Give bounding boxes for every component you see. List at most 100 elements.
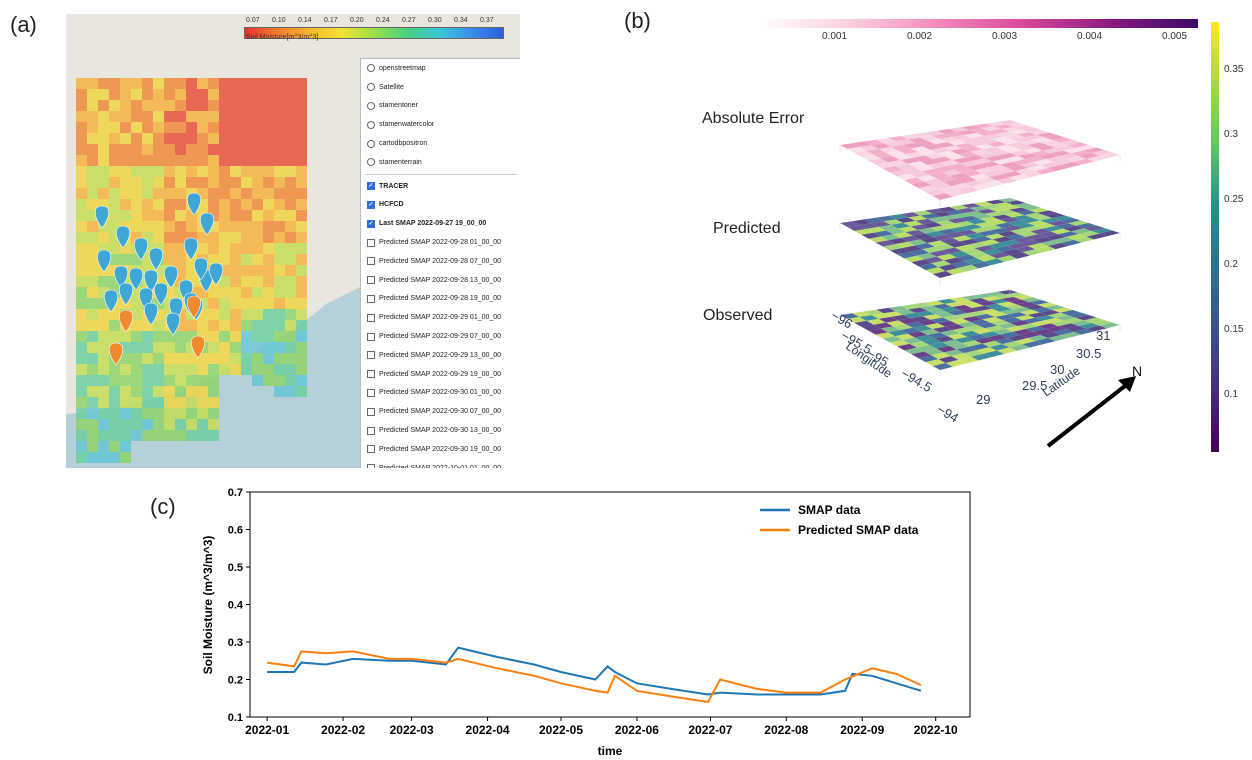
checkbox-icon[interactable] <box>367 313 375 322</box>
station-marker-icon[interactable] <box>108 342 124 366</box>
station-marker-icon[interactable] <box>118 282 134 306</box>
radio-icon[interactable] <box>367 83 375 92</box>
map-canvas[interactable] <box>66 14 520 468</box>
surface-cell <box>927 216 948 223</box>
base-layer-option[interactable]: openstreetmap <box>361 59 520 78</box>
surface-cell <box>893 232 913 239</box>
station-marker-icon[interactable] <box>143 302 159 326</box>
checkbox-icon[interactable] <box>367 388 375 397</box>
station-marker-icon[interactable] <box>199 212 215 236</box>
radio-icon[interactable] <box>367 139 375 148</box>
surface-cell <box>979 216 1000 222</box>
base-layer-option[interactable]: stamentoner <box>361 97 520 116</box>
moisture-cell <box>186 353 197 364</box>
checkbox-icon[interactable]: ✓ <box>367 219 375 228</box>
moisture-colorbar-tick: 0.1 <box>1224 389 1238 400</box>
station-marker-icon[interactable] <box>143 269 159 293</box>
moisture-cell <box>76 243 87 254</box>
base-layer-option[interactable]: Satellite <box>361 78 520 97</box>
station-marker-icon[interactable] <box>193 257 209 281</box>
surface-cell <box>920 158 940 165</box>
overlay-layer-option[interactable]: ✓ HCFCD <box>361 196 520 215</box>
moisture-cell <box>208 133 219 144</box>
radio-icon[interactable] <box>367 64 375 73</box>
soil-moisture-map[interactable]: 0.07 0.10 0.14 0.17 0.20 0.24 0.27 0.30 0.34 0.37… <box>66 14 520 468</box>
radio-icon[interactable] <box>367 158 375 167</box>
surface-cell <box>927 240 948 247</box>
station-marker-icon[interactable] <box>183 237 199 261</box>
surface-cell <box>932 211 953 217</box>
surface-cell <box>880 156 901 163</box>
checkbox-icon[interactable] <box>367 332 375 341</box>
moisture-cell <box>263 243 274 254</box>
station-marker-icon[interactable] <box>103 289 119 313</box>
station-marker-icon[interactable] <box>96 249 112 273</box>
moisture-cell <box>131 188 142 199</box>
checkbox-icon[interactable] <box>367 464 375 468</box>
station-marker-icon[interactable] <box>113 265 129 289</box>
checkbox-icon[interactable] <box>367 407 375 416</box>
station-marker-icon[interactable] <box>165 312 181 336</box>
station-marker-icon[interactable] <box>133 237 149 261</box>
moisture-cell <box>76 375 87 386</box>
base-layer-option[interactable]: cartodbpositron <box>361 134 520 153</box>
overlay-layer-option[interactable]: Predicted SMAP 2022-09-30 13_00_00 <box>361 421 520 440</box>
surface-cell <box>940 136 960 143</box>
station-marker-icon[interactable] <box>186 295 202 319</box>
surface-cell <box>935 142 955 148</box>
overlay-layer-option[interactable]: Predicted SMAP 2022-09-30 01_00_00 <box>361 384 520 403</box>
checkbox-icon[interactable] <box>367 445 375 454</box>
overlay-layer-option[interactable]: Predicted SMAP 2022-09-29 13_00_00 <box>361 346 520 365</box>
layer-control[interactable]: openstreetmap Satellite stamentoner stamenw… <box>360 58 520 468</box>
checkbox-icon[interactable] <box>367 276 375 285</box>
radio-icon[interactable] <box>367 101 375 110</box>
overlay-layer-option[interactable]: Predicted SMAP 2022-10-01 01_00_00 <box>361 459 520 468</box>
surface-cell <box>932 192 953 200</box>
overlay-layer-option[interactable]: Predicted SMAP 2022-09-28 13_00_00 <box>361 271 520 290</box>
station-marker-icon[interactable] <box>190 335 206 359</box>
overlay-layer-option[interactable]: ✓ TRACER <box>361 177 520 196</box>
checkbox-icon[interactable] <box>367 351 375 360</box>
station-marker-icon[interactable] <box>118 309 134 333</box>
checkbox-icon[interactable] <box>367 294 375 303</box>
surface-plot-3d[interactable]: Longitude Latitude −96−95.5−95−94.5−94 2… <box>800 100 1200 460</box>
overlay-layer-option[interactable]: Predicted SMAP 2022-09-28 19_00_00 <box>361 290 520 309</box>
overlay-layer-option[interactable]: Predicted SMAP 2022-09-29 19_00_00 <box>361 365 520 384</box>
station-marker-icon[interactable] <box>94 205 110 229</box>
surface-cell <box>999 217 1020 223</box>
station-marker-icon[interactable] <box>186 192 202 216</box>
overlay-layer-option[interactable]: Predicted SMAP 2022-09-28 01_00_00 <box>361 233 520 252</box>
overlay-layer-option[interactable]: Predicted SMAP 2022-09-30 19_00_00 <box>361 440 520 459</box>
station-marker-icon[interactable] <box>115 225 131 249</box>
base-layer-option[interactable]: stamenwatercolor <box>361 115 520 134</box>
checkbox-icon[interactable] <box>367 238 375 247</box>
moisture-cell <box>241 155 252 166</box>
station-marker-icon[interactable] <box>148 247 164 271</box>
station-marker-icon[interactable] <box>163 265 179 289</box>
moisture-cell <box>120 342 131 353</box>
radio-icon[interactable] <box>367 120 375 129</box>
surface-cell <box>990 228 1011 234</box>
moisture-cell <box>131 430 142 441</box>
checkbox-icon[interactable]: ✓ <box>367 182 375 191</box>
overlay-layer-option[interactable]: ✓ Last SMAP 2022-09-27 19_00_00 <box>361 214 520 233</box>
station-marker-icon[interactable] <box>208 262 224 286</box>
overlay-layer-option[interactable]: Predicted SMAP 2022-09-28 07_00_00 <box>361 252 520 271</box>
checkbox-icon[interactable] <box>367 370 375 379</box>
checkbox-icon[interactable]: ✓ <box>367 200 375 209</box>
moisture-cell <box>98 111 109 122</box>
surface-cell <box>878 146 899 153</box>
checkbox-icon[interactable] <box>367 257 375 266</box>
surface-cell <box>982 146 1003 153</box>
moisture-cell <box>98 331 109 342</box>
base-layer-option[interactable]: stamenterrain <box>361 153 520 172</box>
station-marker-icon[interactable] <box>128 267 144 291</box>
overlay-layer-option[interactable]: Predicted SMAP 2022-09-30 07_00_00 <box>361 402 520 421</box>
overlay-layer-option[interactable]: Predicted SMAP 2022-09-29 01_00_00 <box>361 308 520 327</box>
moisture-cell <box>241 298 252 309</box>
checkbox-icon[interactable] <box>367 426 375 435</box>
station-marker-icon[interactable] <box>153 282 169 306</box>
overlay-layer-option[interactable]: Predicted SMAP 2022-09-29 07_00_00 <box>361 327 520 346</box>
moisture-cell <box>186 265 197 276</box>
surface-cell <box>936 175 957 183</box>
